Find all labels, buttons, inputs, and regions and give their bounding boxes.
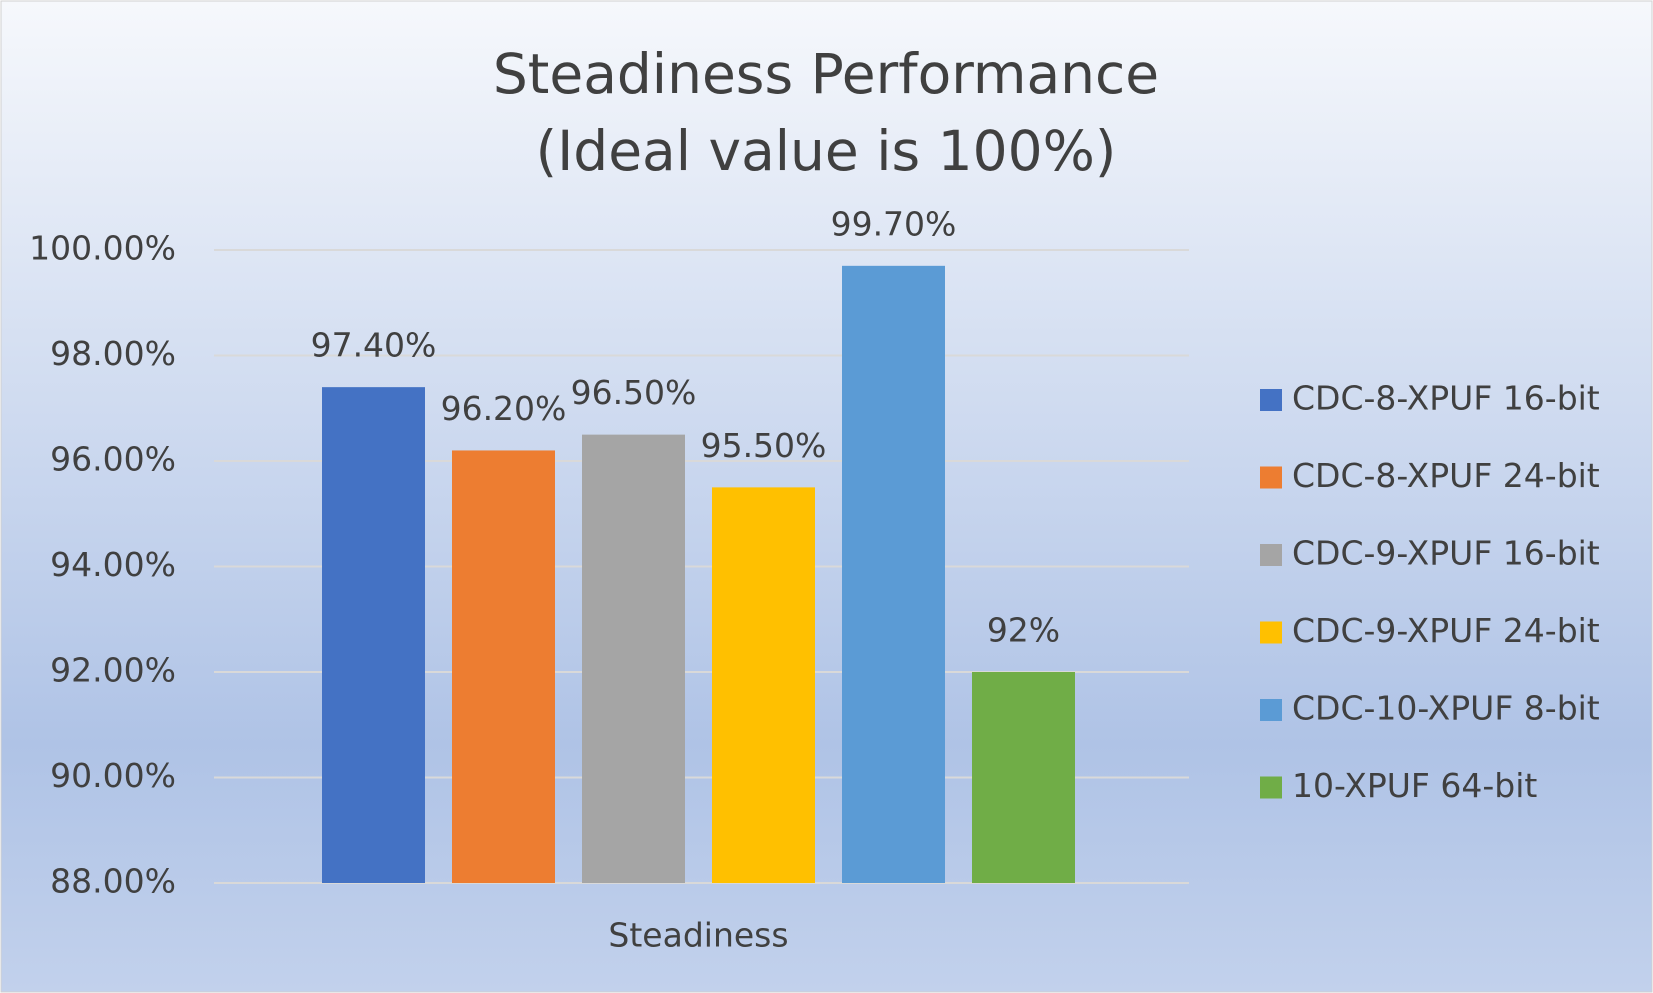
y-tick-label: 90.00% — [50, 756, 176, 795]
bar — [452, 450, 555, 883]
bar — [322, 387, 425, 883]
bar — [842, 265, 945, 883]
legend-label: 10-XPUF 64-bit — [1292, 766, 1537, 805]
chart-title: Steadiness Performance — [493, 42, 1159, 106]
legend-swatch — [1260, 389, 1282, 411]
bar — [582, 434, 685, 883]
y-tick-label: 98.00% — [50, 334, 176, 373]
value-label: 99.70% — [831, 204, 957, 243]
chart-title: (Ideal value is 100%) — [536, 119, 1117, 183]
y-tick-label: 88.00% — [50, 862, 176, 901]
y-tick-label: 100.00% — [29, 229, 176, 268]
x-tick-label: Steadiness — [608, 916, 788, 955]
bar — [972, 672, 1075, 883]
bar — [712, 487, 815, 883]
legend-swatch — [1260, 699, 1282, 721]
legend-label: CDC-10-XPUF 8-bit — [1292, 689, 1600, 728]
legend-label: CDC-9-XPUF 24-bit — [1292, 611, 1600, 650]
legend-swatch — [1260, 544, 1282, 566]
legend-swatch — [1260, 621, 1282, 644]
value-label: 96.20% — [441, 389, 567, 428]
legend-label: CDC-8-XPUF 24-bit — [1292, 456, 1600, 495]
legend-label: CDC-8-XPUF 16-bit — [1292, 379, 1600, 418]
y-tick-label: 94.00% — [50, 545, 176, 584]
y-tick-label: 96.00% — [50, 440, 176, 479]
legend-label: CDC-9-XPUF 16-bit — [1292, 534, 1600, 573]
legend-swatch — [1260, 466, 1282, 489]
value-label: 96.50% — [571, 373, 697, 412]
value-label: 95.50% — [701, 426, 827, 465]
value-label: 97.40% — [311, 326, 437, 365]
y-tick-label: 92.00% — [50, 651, 176, 690]
legend-swatch — [1260, 776, 1282, 799]
value-label: 92% — [987, 611, 1060, 650]
